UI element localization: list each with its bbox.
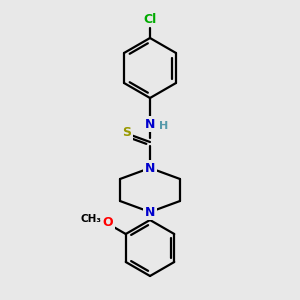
Text: N: N (145, 206, 155, 218)
Text: CH₃: CH₃ (80, 214, 101, 224)
Text: H: H (159, 121, 169, 131)
Text: O: O (102, 215, 113, 229)
Text: N: N (145, 161, 155, 175)
Text: Cl: Cl (143, 13, 157, 26)
Text: N: N (145, 118, 155, 130)
Text: S: S (122, 127, 131, 140)
